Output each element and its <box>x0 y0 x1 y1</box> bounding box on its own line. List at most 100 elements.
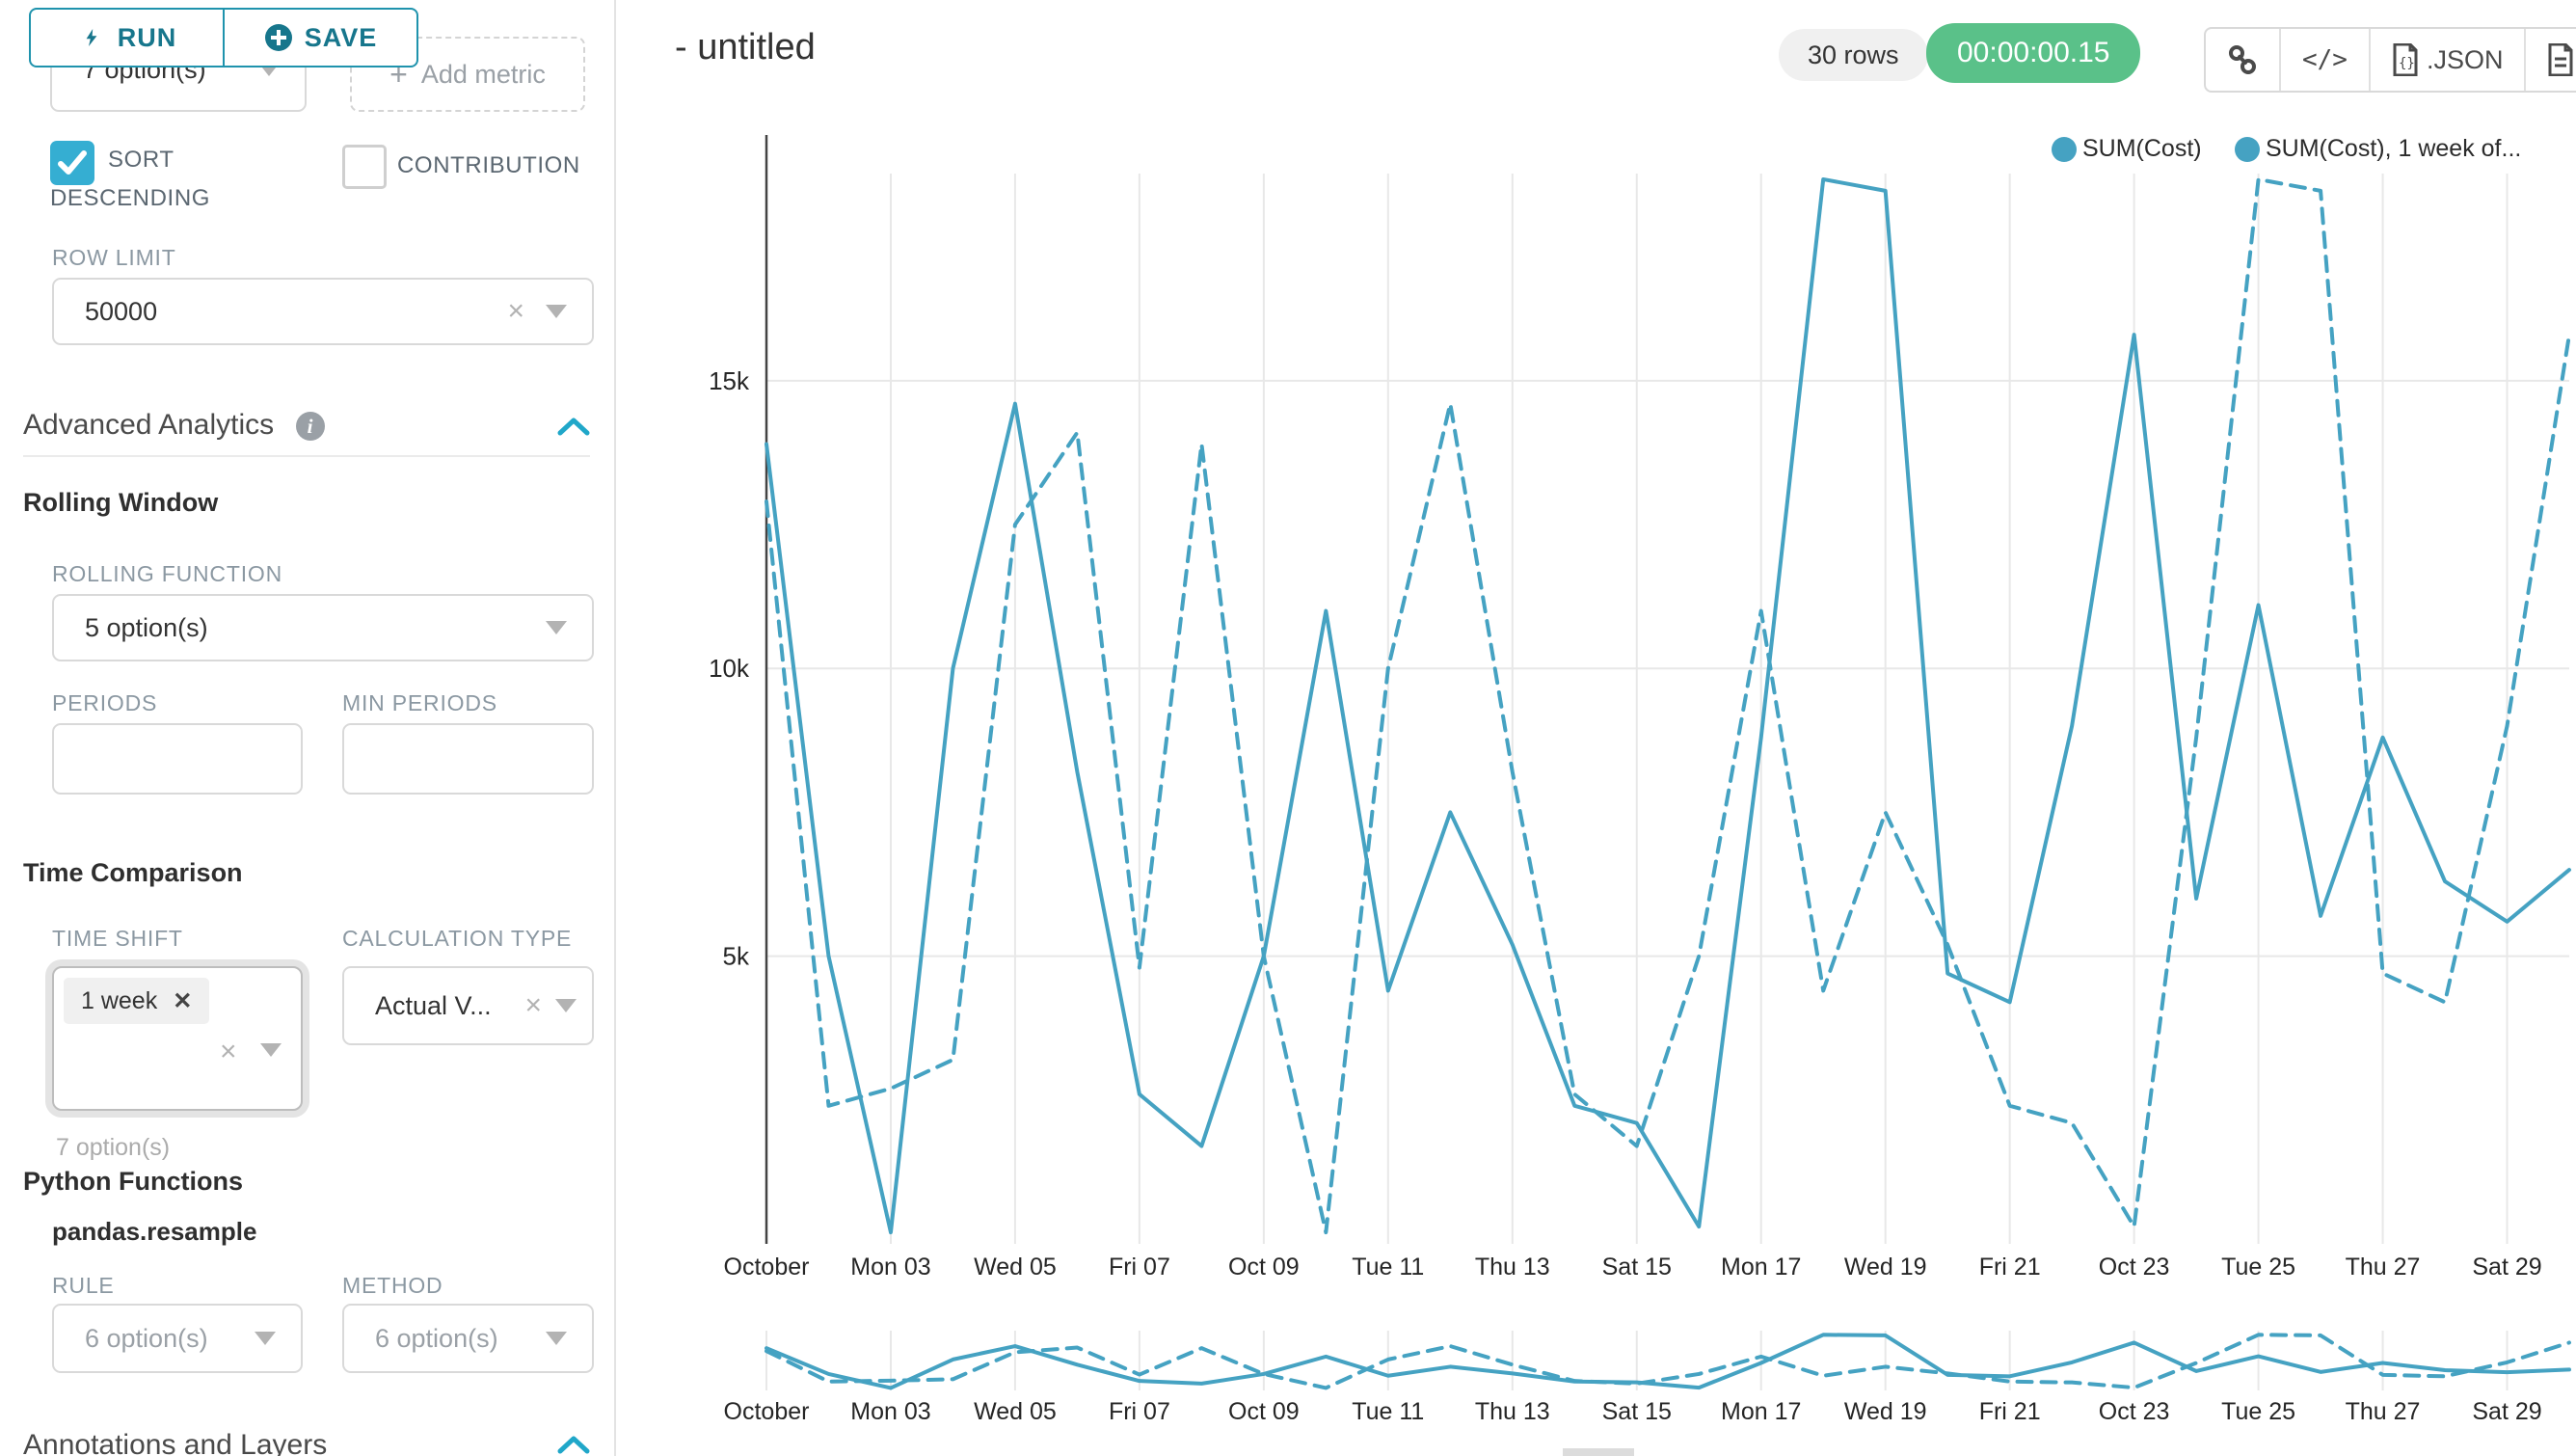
x-tick-label: Sat 15 <box>1602 1254 1672 1281</box>
export-json-button[interactable]: {} .JSON <box>2368 29 2525 91</box>
mini-x-tick-label: Tue 11 <box>1352 1398 1424 1425</box>
mini-x-tick-label: Tue 25 <box>2221 1398 2295 1425</box>
mini-x-tick-label: Mon 03 <box>850 1398 930 1425</box>
run-save-button-group: RUN SAVE <box>29 8 418 67</box>
x-tick-label: Tue 25 <box>2221 1254 2295 1281</box>
mini-x-tick-label: Wed 05 <box>974 1398 1057 1425</box>
x-tick-label: Fri 21 <box>1979 1254 2041 1281</box>
code-icon: </> <box>2302 45 2348 74</box>
rows-badge: 30 rows <box>1779 29 1928 81</box>
clear-icon[interactable]: × <box>220 1036 237 1067</box>
sort-descending-checkbox[interactable] <box>50 141 94 185</box>
add-metric-label: Add metric <box>420 59 546 89</box>
info-icon: i <box>295 412 325 442</box>
periods-input[interactable] <box>52 723 303 795</box>
mini-x-tick-label: Sat 29 <box>2472 1398 2541 1425</box>
clear-icon[interactable]: × <box>507 295 524 327</box>
json-button-label: .JSON <box>2426 44 2504 74</box>
mini-series-line-dashed <box>765 1333 2571 1390</box>
chevron-down-icon <box>546 621 567 634</box>
row-limit-select[interactable]: 50000 × <box>52 278 594 345</box>
min-periods-label: MIN PERIODS <box>342 690 497 715</box>
sort-descending-label-2: DESCENDING <box>50 185 211 211</box>
mini-x-tick-label: October <box>724 1398 810 1425</box>
lightning-icon <box>86 29 97 46</box>
time-shift-helper: 7 option(s) <box>56 1134 171 1161</box>
pandas-resample-label: pandas.resample <box>52 1217 257 1246</box>
rolling-function-label: ROLLING FUNCTION <box>52 561 282 586</box>
run-button-label: RUN <box>117 22 177 52</box>
mini-chart-brush[interactable] <box>765 1333 2571 1390</box>
clear-icon[interactable]: × <box>524 989 542 1021</box>
save-button[interactable]: SAVE <box>223 10 416 66</box>
y-tick-label: 15k <box>709 366 750 395</box>
chevron-down-icon <box>555 999 577 1012</box>
json-file-icon: {} <box>2393 43 2418 76</box>
chevron-down-icon <box>255 1332 276 1345</box>
advanced-analytics-title: Advanced Analytics <box>23 409 275 441</box>
csv-file-icon <box>2548 43 2573 76</box>
x-tick-label: Mon 03 <box>850 1254 930 1281</box>
x-tick-label: Fri 07 <box>1109 1254 1170 1281</box>
advanced-analytics-header[interactable]: Advanced Analytics i <box>23 409 325 442</box>
x-tick-label: Wed 19 <box>1844 1254 1927 1281</box>
chart-series-lines[interactable] <box>765 176 2571 1235</box>
sort-descending-label-1: SORT <box>108 147 174 173</box>
chevron-up-icon[interactable] <box>557 417 590 436</box>
plus-circle-icon <box>264 24 292 51</box>
legend-item-2[interactable]: SUM(Cost), 1 week of... <box>2235 135 2521 163</box>
mini-x-tick-label: Oct 09 <box>1228 1398 1300 1425</box>
tag-remove-icon[interactable]: ✕ <box>173 987 193 1014</box>
x-tick-label: October <box>724 1254 810 1281</box>
chevron-down-icon <box>260 1043 282 1057</box>
mini-x-tick-label: Oct 23 <box>2099 1398 2170 1425</box>
calculation-type-value: Actual V... <box>375 990 492 1020</box>
mini-x-tick-label: Mon 17 <box>1721 1398 1801 1425</box>
chevron-up-icon[interactable] <box>557 1435 590 1454</box>
calculation-type-select[interactable]: Actual V... × <box>342 966 594 1045</box>
mini-series-line-solid <box>765 1333 2571 1390</box>
x-tick-label: Tue 11 <box>1352 1254 1424 1281</box>
chart-title[interactable]: - untitled <box>675 27 816 67</box>
run-button[interactable]: RUN <box>31 10 223 66</box>
y-tick-label: 10k <box>709 654 750 683</box>
mini-x-tick-label: Sat 15 <box>1602 1398 1672 1425</box>
method-label: METHOD <box>342 1273 443 1298</box>
rule-select[interactable]: 6 option(s) <box>52 1304 303 1373</box>
time-comparison-title: Time Comparison <box>23 858 243 887</box>
export-button-group: </> {} .JSON .CSV <box>2204 27 2576 93</box>
contribution-checkbox[interactable] <box>342 145 387 189</box>
x-tick-label: Sat 29 <box>2472 1254 2541 1281</box>
rolling-function-select[interactable]: 5 option(s) <box>52 594 594 661</box>
method-select[interactable]: 6 option(s) <box>342 1304 594 1373</box>
x-tick-label: Thu 13 <box>1475 1254 1550 1281</box>
min-periods-input[interactable] <box>342 723 594 795</box>
mini-x-tick-label: Fri 07 <box>1109 1398 1170 1425</box>
legend-item-1[interactable]: SUM(Cost) <box>2052 135 2202 163</box>
timer-badge: 00:00:00.15 <box>1926 23 2141 83</box>
x-tick-label: Wed 05 <box>974 1254 1057 1281</box>
line-chart: 5k 10k 15k October October Mon 03 Mon 03 Wed 05… <box>709 135 2571 1425</box>
chevron-down-icon <box>546 1332 567 1345</box>
rows-badge-label: 30 rows <box>1808 40 1899 69</box>
svg-text:{}: {} <box>2399 56 2415 71</box>
copy-link-button[interactable] <box>2206 29 2279 91</box>
legend-dot-icon <box>2235 136 2260 162</box>
mini-x-tick-label: Thu 13 <box>1475 1398 1550 1425</box>
export-csv-button[interactable]: .CSV <box>2524 29 2576 91</box>
series-line-solid <box>765 176 2571 1235</box>
mini-x-tick-label: Wed 19 <box>1844 1398 1927 1425</box>
annotations-layers-title: Annotations and Layers <box>23 1429 328 1456</box>
time-shift-multiselect[interactable]: 1 week ✕ × <box>52 966 303 1111</box>
y-tick-label: 5k <box>723 942 750 971</box>
section-divider <box>23 455 590 457</box>
legend-label-2: SUM(Cost), 1 week of... <box>2266 135 2522 162</box>
embed-code-button[interactable]: </> <box>2279 29 2369 91</box>
scrollbar-thumb[interactable] <box>1563 1448 1634 1456</box>
time-shift-tag: 1 week ✕ <box>64 978 210 1024</box>
annotations-layers-header[interactable]: Annotations and Layers <box>23 1429 327 1456</box>
check-icon <box>58 150 87 175</box>
x-tick-label: Thu 27 <box>2346 1254 2421 1281</box>
x-tick-label: Oct 23 <box>2099 1254 2170 1281</box>
python-functions-title: Python Functions <box>23 1167 243 1196</box>
